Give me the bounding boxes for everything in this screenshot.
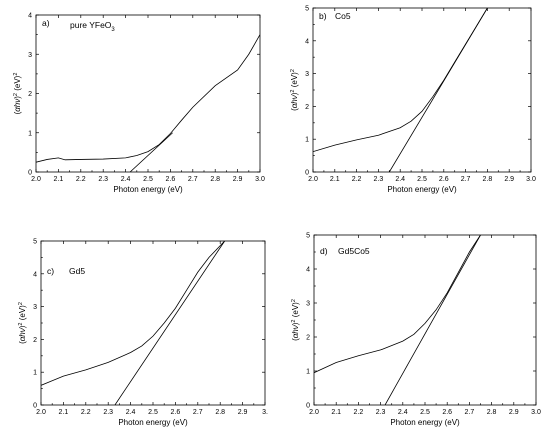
y-axis-label: (αhν)2 (eV)2 [291,299,300,341]
y-tick-label: 0 [28,170,32,177]
x-tick-label: 3. [262,409,268,416]
y-tick-label: 1 [306,369,310,376]
linear-fit-line [129,132,173,172]
x-axis-label: Photon energy (eV) [113,185,183,194]
x-tick-label: 2.5 [148,409,158,416]
y-tick-label: 3 [33,304,37,311]
y-tick-label: 3 [306,301,310,308]
x-tick-label: 2.0 [308,176,318,183]
x-tick-label: 2.3 [376,409,386,416]
y-tick-label: 4 [305,38,309,45]
x-tick-label: 2.7 [193,409,203,416]
x-tick-label: 2.2 [76,176,86,183]
x-tick-label: 2.8 [483,176,493,183]
y-tick-label: 3 [28,52,32,59]
x-tick-label: 2.4 [121,176,131,183]
y-tick-label: 4 [28,13,32,20]
y-tick-label: 4 [33,271,37,278]
y-tick-label: 2 [305,104,309,111]
x-tick-label: 2.7 [461,176,471,183]
x-tick-label: 2.4 [395,176,405,183]
x-tick-label: 2.1 [59,409,69,416]
y-tick-label: 5 [306,233,310,240]
x-tick-label: 2.2 [352,176,362,183]
x-tick-label: 2.0 [31,176,41,183]
y-tick-label: 2 [33,337,37,344]
x-tick-label: 2.8 [215,409,225,416]
x-tick-label: 2.6 [166,176,176,183]
y-axis-label: (αhν)2 (eV)2 [13,73,22,115]
x-tick-label: 2.8 [487,409,497,416]
y-tick-label: 0 [33,403,37,410]
chart-panel-a: 2.0 2.1 2.2 2.3 2.4 2.5 2.6 2.7 2.8 2.9 3.0 0 1 2 3 4 a)… [13,13,265,195]
x-tick-label: 2.5 [143,176,153,183]
x-tick-label: 2.3 [98,176,108,183]
x-tick-label: 2.9 [509,409,519,416]
plot-frame [35,14,261,173]
x-tick-label: 2.5 [417,176,427,183]
y-tick-label: 2 [306,335,310,342]
y-tick-label: 1 [33,370,37,377]
x-tick-label: 2.4 [126,409,136,416]
y-tick-label: 1 [305,137,309,144]
y-tick-label: 0 [305,170,309,177]
x-tick-label: 2.3 [103,409,113,416]
x-axis-label: Photon energy (eV) [390,418,460,427]
annotation-label: Gd5 [69,266,85,276]
x-tick-label: 2.6 [439,176,449,183]
x-tick-label: 2.9 [233,176,243,183]
panel-label: d) [320,246,328,256]
x-tick-label: 2.7 [465,409,475,416]
x-tick-label: 2.2 [354,409,364,416]
x-tick-label: 2.9 [504,176,514,183]
y-tick-label: 5 [305,6,309,13]
y-tick-label: 1 [28,130,32,137]
absorption-curve [36,34,260,163]
x-axis-label: Photon energy (eV) [387,185,457,194]
x-tick-label: 3.0 [255,176,265,183]
linear-fit-line [114,241,226,405]
annotation-label: Co5 [335,11,351,21]
plot-frame [313,234,537,406]
y-axis-label: (αhν)2 (eV)2 [18,302,27,344]
panel-label: b) [319,11,327,21]
x-tick-label: 2.0 [36,409,46,416]
x-tick-label: 2.2 [81,409,91,416]
panel-label: c) [47,266,54,276]
x-tick-label: 2.0 [309,409,319,416]
chart-panel-b: 2.0 2.1 2.2 2.3 2.4 2.5 2.6 2.7 2.8 2.9 3.0 0 1 2 3 4 5 b… [290,6,536,195]
y-tick-label: 4 [306,267,310,274]
x-tick-label: 2.1 [330,176,340,183]
x-tick-label: 2.1 [331,409,341,416]
absorption-curve [314,235,481,374]
y-axis-label: (αhν)2 (eV)2 [290,69,299,111]
x-axis-label: Photon energy (eV) [118,418,188,427]
chart-panel-c: 2.0 2.1 2.2 2.3 2.4 2.5 2.6 2.7 2.8 2.9 3. 0 1 2 3 4 5 c)… [18,239,268,428]
x-tick-label: 3.0 [531,409,541,416]
chart-panel-d: 2.0 2.1 2.2 2.3 2.4 2.5 2.6 2.7 2.8 2.9 3.0 0 1 2 3 4 5 d… [291,233,541,428]
panel-label: a) [42,18,50,28]
plot-frame [312,7,532,173]
y-tick-label: 0 [306,403,310,410]
absorption-curve [41,241,225,386]
x-tick-label: 2.8 [210,176,220,183]
absorption-curve [313,8,488,153]
y-tick-label: 3 [305,71,309,78]
x-tick-label: 2.6 [442,409,452,416]
x-tick-label: 2.7 [188,176,198,183]
y-tick-label: 2 [28,91,32,98]
x-tick-label: 2.6 [171,409,181,416]
x-tick-label: 2.3 [374,176,384,183]
linear-fit-line [384,235,481,405]
annotation-label: pure YFeO3 [70,20,115,33]
x-tick-label: 2.5 [420,409,430,416]
annotation-label: Gd5Co5 [338,246,370,256]
linear-fit-line [388,8,488,172]
x-tick-label: 3.0 [526,176,536,183]
x-tick-label: 2.9 [238,409,248,416]
x-tick-label: 2.1 [54,176,64,183]
x-tick-label: 2.4 [398,409,408,416]
y-tick-label: 5 [33,239,37,246]
